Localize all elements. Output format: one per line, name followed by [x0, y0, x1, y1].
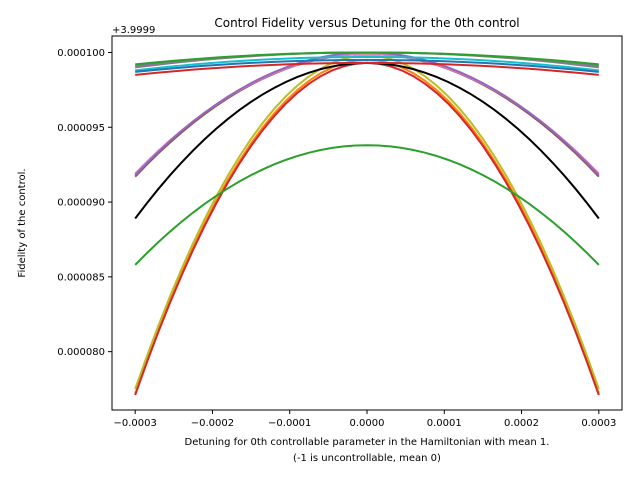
- y-tick-label-0: 0.000080: [57, 347, 105, 358]
- x-tick-label-6: 0.0003: [581, 418, 616, 429]
- y-offset-label: +3.9999: [112, 25, 155, 36]
- y-tick-label-2: 0.000090: [57, 198, 105, 209]
- series-line-2: [134, 51, 600, 176]
- x-axis-label-line2: (-1 is uncontrollable, mean 0): [293, 453, 441, 464]
- series-line-12: [135, 51, 599, 66]
- series-layer: [134, 51, 600, 396]
- y-tick-label-3: 0.000095: [57, 123, 105, 134]
- y-tick-label-4: 0.000100: [57, 48, 105, 59]
- x-axis: −0.0003 −0.0002 −0.0001 0.0000 0.0001 0.0002 0…: [113, 410, 616, 429]
- y-axis-label: Fidelity of the control.: [17, 168, 28, 277]
- plot-frame: [111, 35, 623, 411]
- x-axis-label-line1: Detuning for 0th controllable parameter …: [185, 437, 550, 448]
- x-tick-label-5: 0.0002: [504, 418, 539, 429]
- chart-title: Control Fidelity versus Detuning for the…: [214, 16, 519, 30]
- series-line-7: [134, 61, 600, 220]
- series-line-9: [135, 58, 599, 73]
- x-tick-label-4: 0.0001: [427, 418, 462, 429]
- x-tick-label-3: 0.0000: [350, 418, 385, 429]
- series-line-13: [135, 61, 599, 76]
- y-tick-label-1: 0.000085: [57, 272, 105, 283]
- x-tick-label-1: −0.0002: [191, 418, 234, 429]
- series-line-6: [134, 144, 600, 266]
- x-tick-label-2: −0.0001: [268, 418, 311, 429]
- series-line-0: [134, 52, 600, 178]
- x-tick-label-0: −0.0003: [113, 418, 156, 429]
- series-line-4: [134, 54, 600, 390]
- y-axis: 0.000080 0.000085 0.000090 0.000095 0.000100: [57, 48, 112, 358]
- series-line-8: [135, 55, 599, 72]
